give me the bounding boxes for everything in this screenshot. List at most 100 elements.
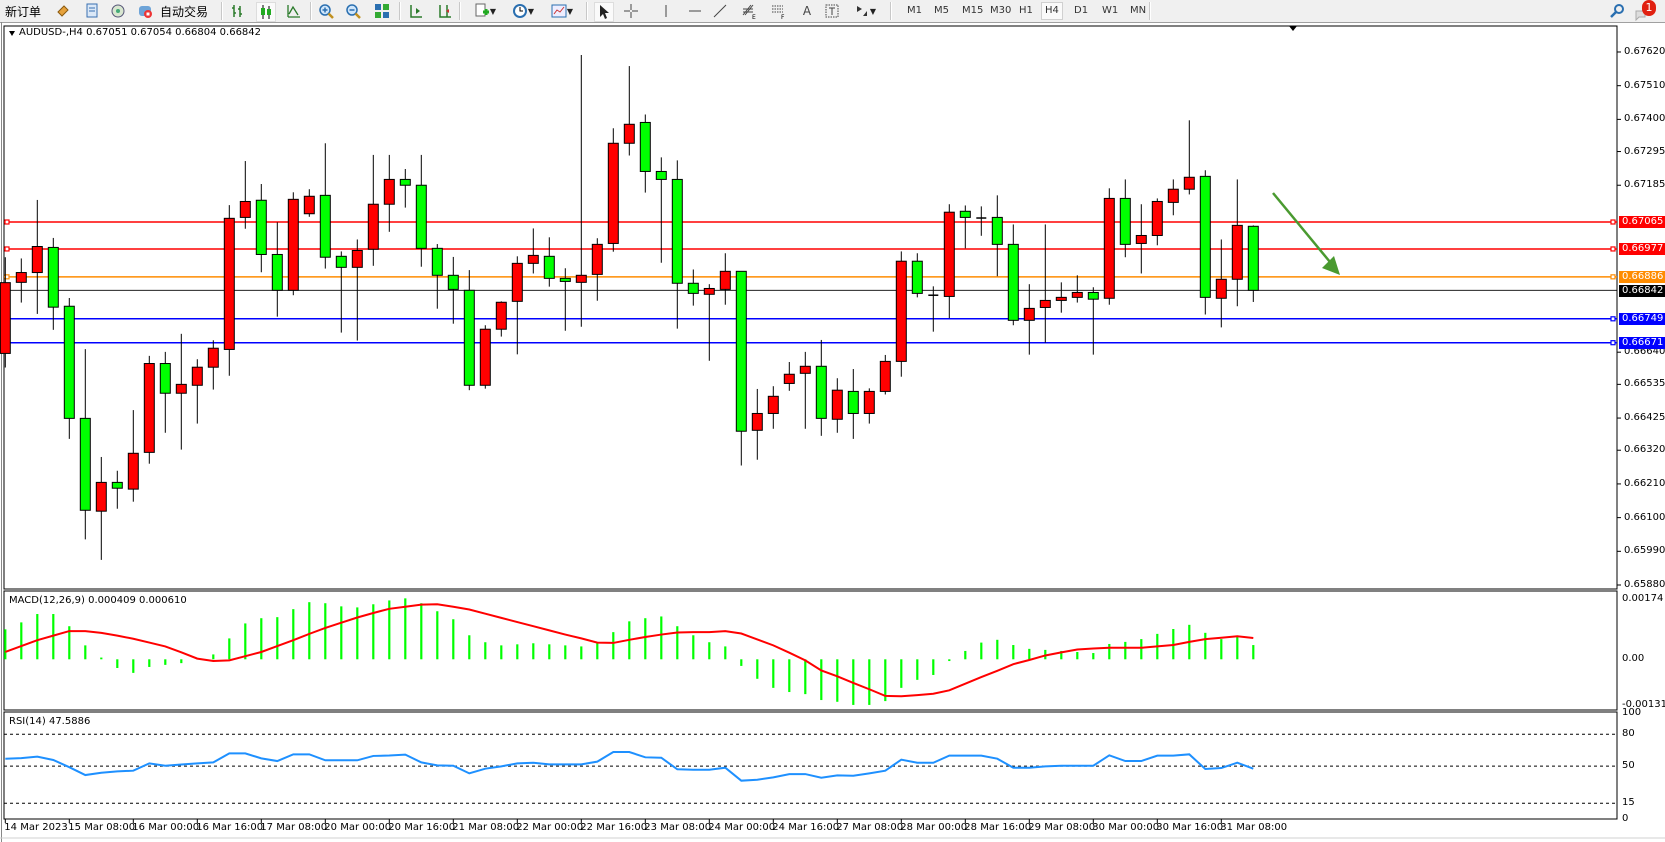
candle-body	[223, 217, 235, 350]
candle-body	[1247, 225, 1259, 291]
candle-body	[527, 254, 539, 264]
level-price-tag: 0.66977	[1619, 242, 1665, 255]
price-axis-label: 0.67185	[1624, 179, 1665, 191]
rsi-pane	[3, 711, 1618, 820]
arrows-icon	[856, 6, 867, 16]
price-axis-label: 0.67510	[1624, 79, 1665, 91]
timeframe-m30[interactable]: M30	[990, 5, 1012, 16]
candle-body	[735, 270, 747, 432]
candles	[0, 55, 1259, 560]
timeframe-h4[interactable]: H4	[1041, 2, 1063, 20]
auto-scroll-icon[interactable]	[436, 2, 454, 20]
chevron-down-icon: ▼	[527, 6, 535, 16]
indicators-button[interactable]: ▼	[470, 2, 500, 20]
time-axis-label: 16 Mar 00:00	[132, 822, 200, 833]
periods-button[interactable]: ▼	[508, 2, 538, 20]
candle-body	[207, 347, 219, 368]
time-axis-label: 27 Mar 08:00	[836, 822, 904, 833]
time-axis-label: 23 Mar 08:00	[644, 822, 712, 833]
timeframe-m5[interactable]: M5	[934, 5, 949, 16]
templates-icon	[551, 4, 567, 18]
crosshair-icon[interactable]	[622, 2, 640, 20]
candle-body	[511, 262, 523, 302]
rsi-axis-label: 80	[1622, 728, 1635, 740]
new-order-button[interactable]: 新订单	[2, 2, 44, 20]
line-chart-icon[interactable]	[285, 2, 303, 20]
templates-button[interactable]: ▼	[546, 2, 578, 20]
candle-body	[271, 253, 283, 291]
candle-body	[111, 481, 123, 489]
data-window-icon[interactable]	[83, 2, 101, 20]
text-icon[interactable]: A	[802, 4, 812, 18]
candle-body	[591, 243, 603, 275]
chart-shift-marker	[1289, 26, 1297, 31]
level-line-handle	[1610, 316, 1616, 322]
level-line-handle	[1610, 219, 1616, 225]
candle-body	[239, 200, 251, 218]
trendline-icon[interactable]	[711, 2, 729, 20]
navigator-icon[interactable]	[109, 2, 127, 20]
auto-trading-label: 自动交易	[159, 4, 208, 19]
timeframe-d1[interactable]: D1	[1074, 5, 1089, 16]
candle-body	[1119, 197, 1131, 245]
bar-chart-icon[interactable]	[228, 2, 246, 20]
vertical-line-icon[interactable]	[657, 2, 675, 20]
price-axis-label: 0.66100	[1624, 511, 1665, 523]
timeframe-m1[interactable]: M1	[907, 5, 922, 16]
candle-body	[0, 282, 11, 354]
candlestick-icon[interactable]	[256, 2, 276, 22]
candle-body	[543, 255, 555, 279]
candle-body	[47, 246, 59, 308]
notification-icon[interactable]: 1	[1634, 0, 1658, 21]
zoom-out-icon[interactable]	[344, 2, 362, 20]
candle-body	[655, 170, 667, 180]
time-axis-label: 24 Mar 16:00	[772, 822, 840, 833]
timeframe-m15[interactable]: M15	[962, 5, 984, 16]
search-icon[interactable]	[1609, 2, 1625, 20]
macd-header: MACD(12,26,9) 0.000409 0.000610	[9, 595, 187, 606]
time-axis-label: 14 Mar 2023	[4, 822, 68, 833]
candle-body	[751, 412, 763, 431]
zoom-in-icon[interactable]	[317, 2, 335, 20]
toolbar: 新订单 自动交易 ▼ ▼ ▼ E F A ▼ M1 M5 M15 M30 H1 H4 D1 W…	[0, 0, 1665, 23]
new-order-label: 新订单	[4, 4, 41, 19]
timeframe-w1[interactable]: W1	[1102, 5, 1119, 16]
candle-body	[559, 277, 571, 282]
candle-body	[367, 203, 379, 250]
horizontal-line-icon[interactable]	[686, 2, 704, 20]
price-axis-label: 0.66210	[1624, 477, 1665, 489]
candle-body	[79, 417, 91, 511]
candle-body	[1215, 278, 1227, 299]
arrows-button[interactable]: ▼	[848, 2, 882, 20]
auto-trading-icon[interactable]	[136, 2, 154, 20]
time-axis-label: 21 Mar 08:00	[452, 822, 520, 833]
candle-body	[639, 121, 651, 172]
price-axis-label: 0.66320	[1624, 444, 1665, 456]
market-watch-icon[interactable]	[54, 2, 72, 20]
candle-body	[431, 247, 443, 276]
candle-body	[1055, 296, 1067, 301]
auto-trading-button[interactable]: 自动交易	[158, 2, 210, 20]
time-axis-label: 16 Mar 16:00	[196, 822, 264, 833]
timeframe-mn[interactable]: MN	[1130, 5, 1147, 16]
fibonacci-fan-icon[interactable]: F	[769, 2, 787, 20]
time-axis-label: 28 Mar 16:00	[964, 822, 1032, 833]
candle-body	[815, 365, 827, 419]
tile-windows-icon[interactable]	[373, 2, 391, 20]
timeframe-h1[interactable]: H1	[1019, 5, 1033, 16]
cursor-icon[interactable]	[594, 2, 614, 22]
candle-body	[415, 184, 427, 249]
candle-body	[191, 366, 203, 386]
level-price-tag: 0.67065	[1619, 216, 1665, 228]
current-price-tag: 0.66842	[1619, 285, 1665, 298]
fibonacci-icon[interactable]: E	[740, 2, 758, 20]
text-label-icon[interactable]	[823, 2, 841, 20]
chart-shift-icon[interactable]	[407, 2, 425, 20]
time-axis-label: 31 Mar 08:00	[1220, 822, 1288, 833]
chevron-down-icon: ▼	[566, 6, 574, 16]
level-line-handle	[1610, 274, 1616, 280]
chart-window[interactable]	[0, 22, 1665, 842]
candle-body	[719, 270, 731, 290]
separator	[890, 2, 892, 20]
chevron-down-icon: ▼	[869, 6, 877, 16]
